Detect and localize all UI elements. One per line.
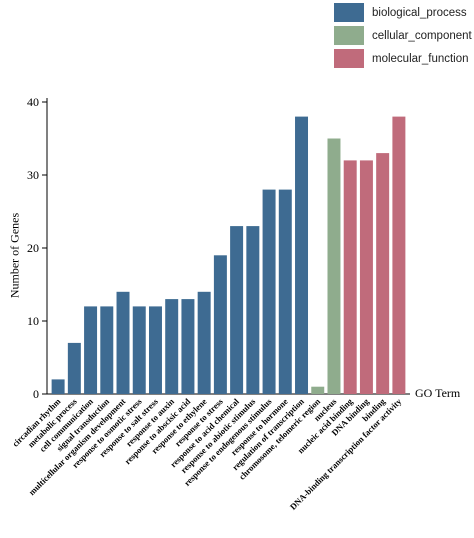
bar: [181, 299, 195, 394]
y-tick-label: 40: [27, 95, 39, 109]
bar: [67, 342, 81, 394]
bar: [148, 306, 162, 394]
legend: biological_process cellular_component mo…: [334, 2, 472, 71]
bar: [278, 189, 292, 394]
y-tick-label: 20: [27, 241, 39, 255]
bar: [100, 306, 114, 394]
bar: [262, 189, 276, 394]
legend-item-molecular-function: molecular_function: [334, 48, 472, 69]
x-axis-title: GO Term: [415, 386, 461, 400]
bar: [230, 226, 244, 394]
bar: [116, 291, 130, 394]
bar: [132, 306, 146, 394]
bar: [343, 160, 357, 394]
bar: [359, 160, 373, 394]
legend-swatch-molecular-function: [334, 49, 364, 68]
bar: [311, 386, 325, 394]
bar: [165, 299, 179, 394]
bar: [197, 291, 211, 394]
bar: [392, 116, 406, 394]
bar: [213, 255, 227, 394]
bar: [327, 138, 341, 394]
y-tick-label: 0: [33, 387, 39, 401]
legend-swatch-cellular-component: [334, 26, 364, 45]
legend-item-biological-process: biological_process: [334, 2, 472, 23]
legend-swatch-biological-process: [334, 3, 364, 22]
y-tick-label: 30: [27, 168, 39, 182]
y-axis-title: Number of Genes: [7, 212, 22, 299]
y-tick-label: 10: [27, 314, 39, 328]
bar: [51, 379, 65, 394]
legend-label: biological_process: [372, 6, 467, 19]
bar: [376, 153, 390, 394]
legend-label: cellular_component: [372, 29, 472, 42]
legend-label: molecular_function: [372, 52, 469, 65]
bar: [246, 226, 260, 394]
legend-item-cellular-component: cellular_component: [334, 25, 472, 46]
bar: [295, 116, 309, 394]
bar: [84, 306, 98, 394]
